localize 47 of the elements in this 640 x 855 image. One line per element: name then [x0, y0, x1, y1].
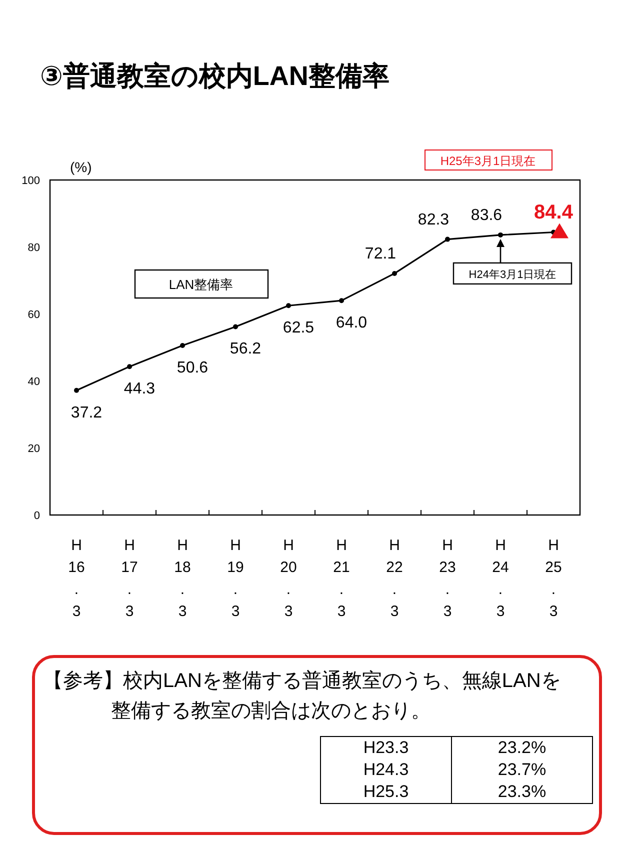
text: H25年3月1日現在	[440, 154, 536, 168]
x-tick-label: H 17 . 3	[121, 537, 138, 620]
x-tick-label: H 19 . 3	[227, 537, 244, 620]
x-tick-label: H 23 . 3	[439, 537, 456, 620]
y-tick-label: 80	[28, 242, 40, 254]
point	[498, 232, 503, 238]
text: 23.3%	[498, 782, 546, 801]
point	[392, 270, 397, 276]
data-label: 37.2	[70, 404, 102, 422]
y-tick-label: 100	[22, 175, 40, 187]
x-tick-label: H 24 . 3	[492, 537, 509, 620]
x-tick-label: H 25 . 3	[545, 537, 562, 620]
text: 23.7%	[498, 760, 546, 779]
x-tick-label: H 21 . 3	[333, 537, 350, 620]
point	[180, 342, 185, 348]
point	[445, 236, 450, 242]
text: LAN整備率	[168, 277, 234, 292]
text: 【参考】校内LANを整備する普通教室のうち、無線LANを整備する教室の割合は次のとおり。	[43, 669, 562, 724]
data-label: 50.6	[176, 359, 208, 376]
data-label: 72.1	[364, 245, 396, 262]
y-tick-label: 0	[34, 510, 40, 522]
point	[233, 324, 238, 330]
point	[286, 303, 291, 308]
y-tick-label: 20	[28, 443, 40, 455]
data-label: 84.4	[534, 201, 574, 224]
x-tick-label: H 16 . 3	[68, 537, 85, 620]
point	[74, 388, 79, 393]
chart-title: ③普通教室の校内LAN整備率	[40, 61, 390, 91]
data-label: 82.3	[418, 211, 450, 228]
data-label: 44.3	[124, 380, 156, 398]
data-label: 62.5	[282, 320, 314, 337]
y-tick-label: 40	[28, 376, 40, 388]
annotation: H24年3月1日現在	[468, 268, 556, 281]
point	[127, 364, 132, 370]
text: 23.2%	[498, 738, 546, 757]
category-label: H25.3	[320, 781, 452, 804]
x-tick-label: H 18 . 3	[174, 537, 191, 620]
data-label: 64.0	[336, 314, 368, 332]
category-label: H23.3	[320, 736, 452, 759]
data-label: 83.6	[470, 206, 502, 224]
y-axis-title: (%)	[70, 159, 92, 175]
data-label: 56.2	[230, 340, 262, 358]
category-label: H24.3	[320, 759, 452, 781]
x-tick-label: H 22 . 3	[386, 537, 403, 620]
point	[339, 298, 344, 304]
x-tick-label: H 20 . 3	[280, 537, 297, 620]
y-tick-label: 60	[28, 309, 40, 321]
